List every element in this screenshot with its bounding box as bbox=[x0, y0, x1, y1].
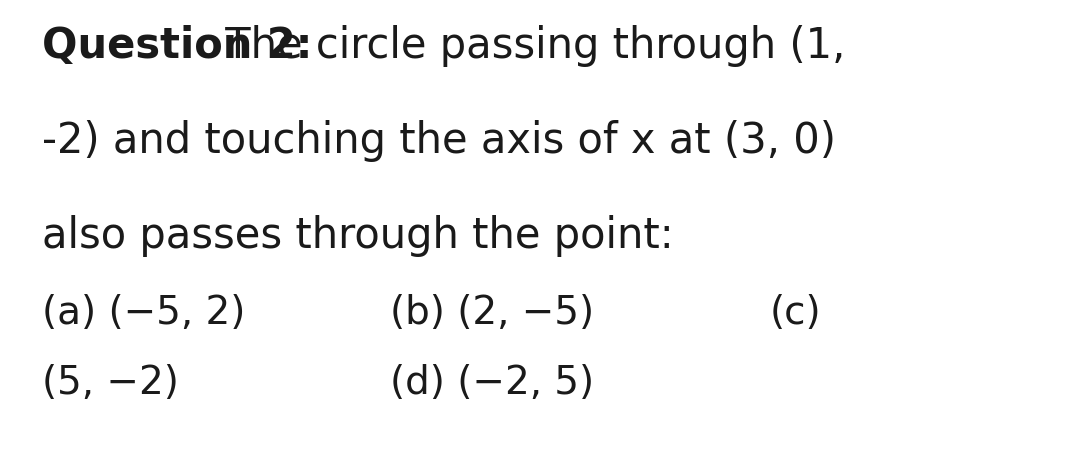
Text: Question 2:: Question 2: bbox=[42, 25, 312, 67]
Text: The circle passing through (1,: The circle passing through (1, bbox=[212, 25, 846, 67]
Text: (b) (2, −5): (b) (2, −5) bbox=[390, 294, 594, 332]
Text: -2) and touching the axis of x at (3, 0): -2) and touching the axis of x at (3, 0) bbox=[42, 120, 836, 162]
Text: (a) (−5, 2): (a) (−5, 2) bbox=[42, 294, 245, 332]
Text: also passes through the point:: also passes through the point: bbox=[42, 215, 674, 257]
Text: (d) (−2, 5): (d) (−2, 5) bbox=[390, 364, 594, 402]
Text: (5, −2): (5, −2) bbox=[42, 364, 179, 402]
Text: (c): (c) bbox=[770, 294, 822, 332]
